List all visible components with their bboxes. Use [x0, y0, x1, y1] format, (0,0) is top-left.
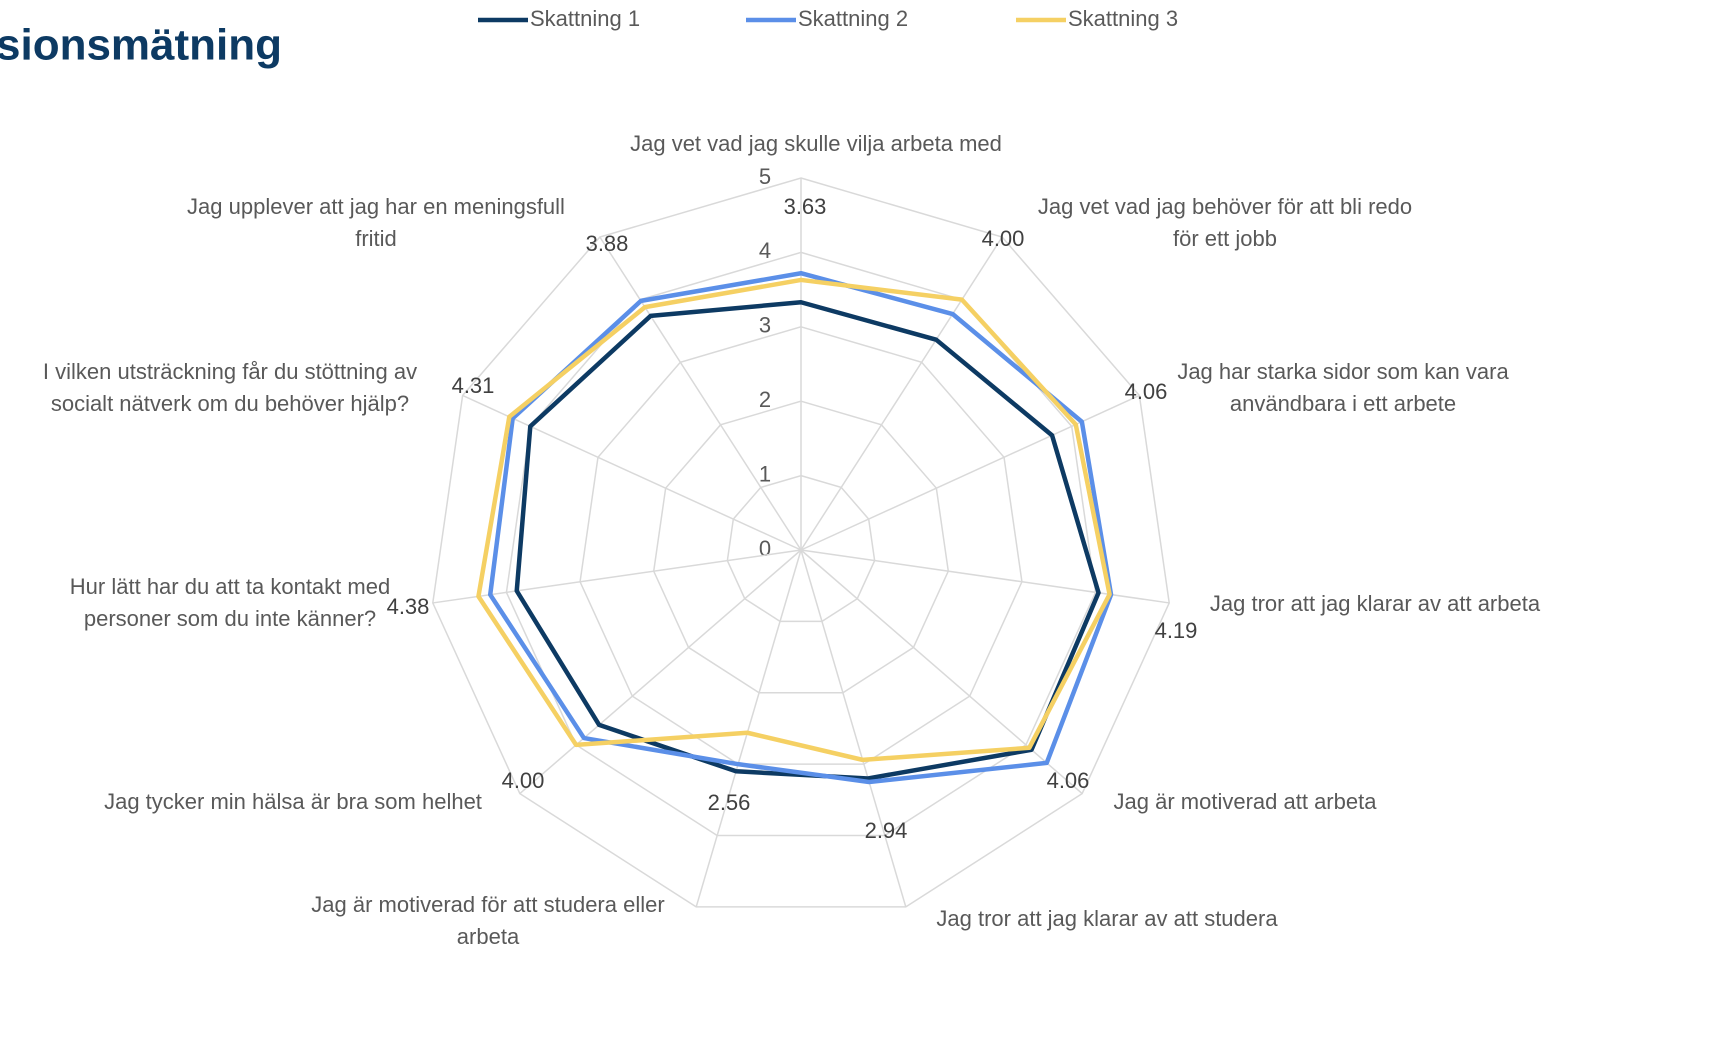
legend-label: Skattning 3 — [1068, 6, 1178, 31]
spoke — [800, 549, 1170, 604]
data-label: 4.31 — [452, 373, 495, 398]
category-label: Jag har starka sidor som kan vara — [1177, 359, 1509, 384]
grid-ring — [579, 326, 1023, 765]
data-label: 4.38 — [387, 594, 430, 619]
spoke — [432, 549, 802, 604]
category-label: Jag är motiverad för att studera eller — [311, 892, 664, 917]
category-label: för ett jobb — [1173, 226, 1277, 251]
r-tick-label: 1 — [759, 461, 771, 486]
category-label: I vilken utsträckning får du stöttning a… — [43, 359, 417, 384]
category-label: Jag tror att jag klarar av att studera — [936, 906, 1278, 931]
grid-ring — [652, 400, 950, 694]
data-label: 2.56 — [708, 790, 751, 815]
legend-label: Skattning 1 — [530, 6, 640, 31]
category-label: Jag är motiverad att arbeta — [1114, 789, 1378, 814]
category-label: personer som du inte känner? — [84, 606, 376, 631]
category-label: socialt nätverk om du behöver hjälp? — [51, 391, 409, 416]
r-tick-label: 2 — [759, 387, 771, 412]
r-tick-label: 4 — [759, 238, 771, 263]
data-label: 4.00 — [982, 226, 1025, 251]
spoke — [519, 549, 802, 795]
data-label: 4.00 — [502, 768, 545, 793]
category-label: Hur lätt har du att ta kontakt med — [70, 574, 390, 599]
spoke — [800, 549, 907, 908]
data-label: 4.06 — [1125, 379, 1168, 404]
category-label: Jag tycker min hälsa är bra som helhet — [104, 789, 482, 814]
spoke — [800, 549, 1083, 795]
category-label: arbeta — [457, 924, 520, 949]
r-tick-label: 3 — [759, 313, 771, 338]
grid-ring — [432, 177, 1170, 908]
data-label: 3.88 — [586, 231, 629, 256]
series-line — [476, 277, 1112, 763]
category-label: Jag vet vad jag skulle vilja arbeta med — [630, 131, 1002, 156]
spoke — [599, 236, 802, 551]
category-label: användbara i ett arbete — [1230, 391, 1456, 416]
data-label: 2.94 — [865, 818, 908, 843]
legend-label: Skattning 2 — [798, 6, 908, 31]
data-label: 4.06 — [1047, 768, 1090, 793]
data-label: 4.19 — [1155, 618, 1198, 643]
category-label: Jag vet vad jag behöver för att bli redo — [1038, 194, 1412, 219]
spoke — [800, 236, 1003, 551]
grid-ring — [505, 251, 1097, 837]
category-label: Jag tror att jag klarar av att arbeta — [1210, 591, 1541, 616]
data-label: 3.63 — [784, 194, 827, 219]
r-tick-label: 0 — [759, 536, 771, 561]
r-tick-label: 5 — [759, 164, 771, 189]
category-label: Jag upplever att jag har en meningsfull — [187, 194, 565, 219]
category-label: fritid — [355, 226, 397, 251]
grid-ring — [726, 474, 876, 623]
spoke — [462, 394, 802, 551]
chart-title: sionsmätning — [0, 21, 282, 70]
spoke — [695, 549, 802, 908]
